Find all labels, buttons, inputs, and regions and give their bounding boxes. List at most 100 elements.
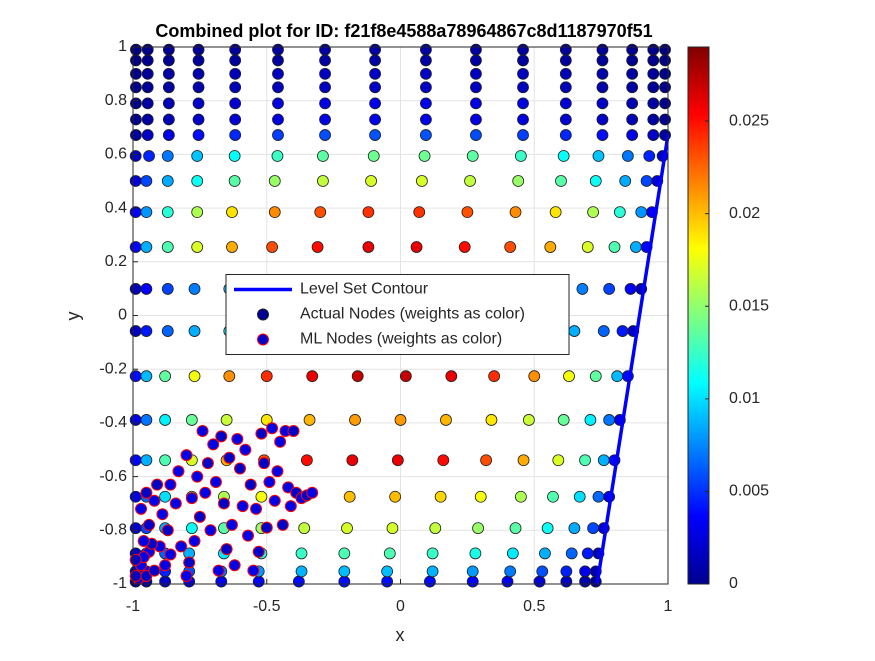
actual-node — [188, 325, 201, 337]
actual-node — [579, 565, 591, 578]
ml-node — [151, 478, 164, 491]
actual-node — [272, 67, 284, 80]
actual-node — [420, 97, 432, 110]
actual-node — [140, 454, 153, 467]
actual-node — [626, 67, 639, 80]
actual-node — [129, 325, 142, 337]
actual-node — [391, 454, 404, 467]
actual-node — [399, 370, 412, 383]
actual-node — [272, 43, 284, 56]
actual-node — [596, 97, 609, 110]
actual-node — [626, 54, 639, 67]
actual-node — [192, 67, 205, 80]
actual-node — [504, 565, 517, 578]
actual-node — [541, 522, 554, 535]
actual-node — [474, 490, 487, 503]
actual-node — [506, 547, 519, 560]
actual-node — [426, 565, 439, 578]
actual-node — [220, 414, 233, 426]
actual-node — [295, 547, 308, 560]
colorbar-tick-label: 0.02 — [729, 205, 760, 222]
ml-node — [209, 475, 222, 488]
actual-node — [140, 325, 153, 337]
actual-node — [563, 370, 575, 383]
ml-node — [247, 564, 260, 577]
actual-node — [470, 129, 482, 141]
actual-node — [536, 565, 549, 578]
actual-node — [362, 241, 375, 253]
ml-node — [164, 478, 177, 491]
actual-node — [188, 370, 201, 383]
actual-node — [161, 325, 174, 337]
actual-node — [424, 575, 436, 588]
actual-node — [647, 67, 660, 80]
actual-node — [480, 454, 493, 467]
actual-node — [228, 150, 241, 162]
actual-node — [517, 81, 529, 94]
ml-node — [231, 433, 244, 446]
ml-node — [266, 422, 279, 435]
ml-node — [180, 449, 193, 462]
actual-node — [226, 206, 238, 219]
actual-node — [317, 150, 329, 162]
ticks: -1 -0.5 0 0.5 1 -1 -0.8 -0.6 -0.4 -0.2 0 0.2 0.4 0.6 0… — [99, 38, 672, 615]
x-tick-label: -1 — [126, 598, 140, 615]
actual-node — [130, 81, 142, 94]
actual-node — [559, 81, 572, 94]
actual-node — [161, 175, 174, 187]
x-tick-label: 0.5 — [523, 598, 545, 615]
actual-node — [319, 81, 331, 94]
actual-node — [141, 43, 154, 56]
ml-node — [148, 564, 161, 577]
actual-node — [272, 97, 284, 110]
actual-node — [229, 81, 242, 94]
actual-node — [229, 54, 242, 67]
actual-node — [272, 129, 284, 141]
actual-node — [517, 54, 529, 67]
colorbar-tick-label: 0 — [729, 575, 738, 592]
ml-node — [156, 508, 169, 521]
actual-node — [596, 129, 609, 141]
actual-node — [472, 522, 484, 535]
ml-node — [284, 500, 297, 513]
actual-node — [579, 454, 591, 467]
chart-title: Combined plot for ID: f21f8e4588a7896486… — [155, 21, 652, 41]
actual-node — [418, 150, 431, 162]
legend-label: Actual Nodes (weights as color) — [300, 306, 525, 323]
actual-node — [509, 522, 522, 535]
ml-node — [191, 470, 204, 483]
ml-node — [129, 569, 142, 582]
actual-node — [129, 283, 142, 295]
actual-node — [292, 575, 305, 588]
actual-node — [509, 206, 522, 219]
actual-node — [252, 575, 265, 588]
actual-node — [130, 67, 142, 80]
actual-node — [560, 565, 573, 578]
ml-node — [172, 465, 185, 478]
actual-node — [306, 370, 319, 383]
actual-node — [613, 206, 626, 219]
actual-node — [191, 175, 204, 187]
actual-node — [162, 113, 175, 126]
x-tick-label: -0.5 — [253, 598, 281, 615]
ml-node — [135, 502, 148, 515]
actual-node — [415, 175, 428, 187]
ml-node — [250, 502, 263, 515]
actual-node — [141, 54, 154, 67]
legend-marker — [257, 308, 269, 321]
actual-node — [129, 490, 142, 503]
actual-node — [539, 547, 551, 560]
y-axis-label: y — [63, 312, 83, 321]
actual-node — [592, 490, 605, 503]
ml-node — [169, 497, 182, 510]
actual-node — [470, 67, 482, 80]
actual-node — [362, 206, 375, 219]
actual-node — [470, 113, 482, 126]
actual-node — [559, 43, 572, 56]
actual-node — [141, 113, 154, 126]
actual-node — [161, 283, 174, 295]
actual-node — [319, 43, 331, 56]
actual-node — [130, 129, 142, 141]
actual-node — [501, 575, 514, 588]
level-set-line — [595, 134, 670, 585]
